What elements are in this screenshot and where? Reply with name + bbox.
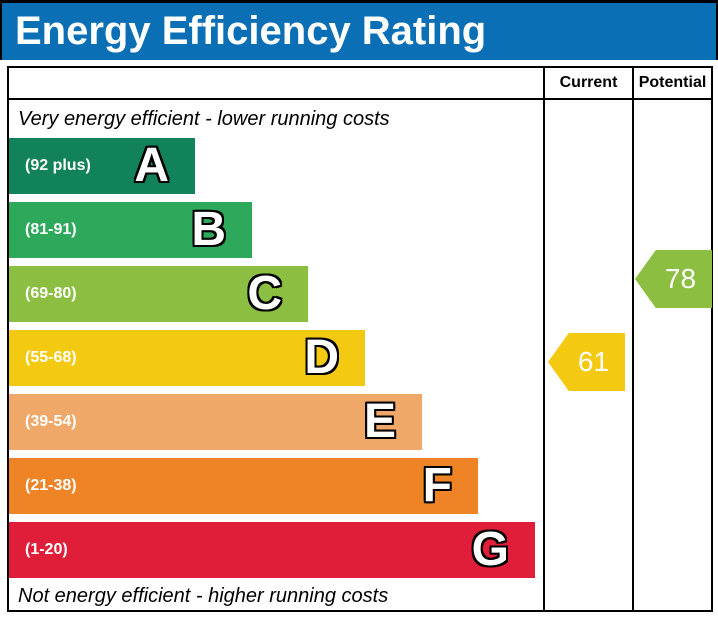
band-range-label: (92 plus) [25,157,91,174]
current-rating-value: 61 [577,346,610,377]
current-column-header: Current [559,74,618,91]
band-range-label: (81-91) [25,221,77,238]
band-letter: E [363,395,396,448]
band-d: (55-68) D [9,330,365,386]
band-range-label: (21-38) [25,477,77,494]
potential-column-header: Potential [638,74,707,91]
band-letter: A [134,139,169,192]
band-letter: C [247,267,282,320]
potential-column-divider [632,66,634,612]
band-range-label: (1-20) [25,541,68,558]
band-g: (1-20) G [9,522,535,578]
band-a: (92 plus) A [9,138,195,194]
header-row-underline [7,98,713,100]
bottom-note: Not energy efficient - higher running co… [18,585,389,607]
rating-bands: (92 plus) A (81-91) B (69-80) C (55-68) D (39-54… [9,138,535,586]
band-b: (81-91) B [9,202,252,258]
band-letter: B [191,203,226,256]
top-note: Very energy efficient - lower running co… [18,108,390,130]
band-letter: D [304,331,339,384]
band-e: (39-54) E [9,394,422,450]
band-range-label: (69-80) [25,285,77,302]
band-f: (21-38) F [9,458,478,514]
potential-rating-value: 78 [664,263,697,294]
page-title: Energy Efficiency Rating [15,9,487,53]
title-bar: Energy Efficiency Rating [0,0,718,60]
band-range-label: (55-68) [25,349,77,366]
band-letter: G [471,523,509,576]
current-column-divider [543,66,545,612]
band-range-label: (39-54) [25,413,77,430]
band-c: (69-80) C [9,266,308,322]
band-letter: F [422,459,452,512]
